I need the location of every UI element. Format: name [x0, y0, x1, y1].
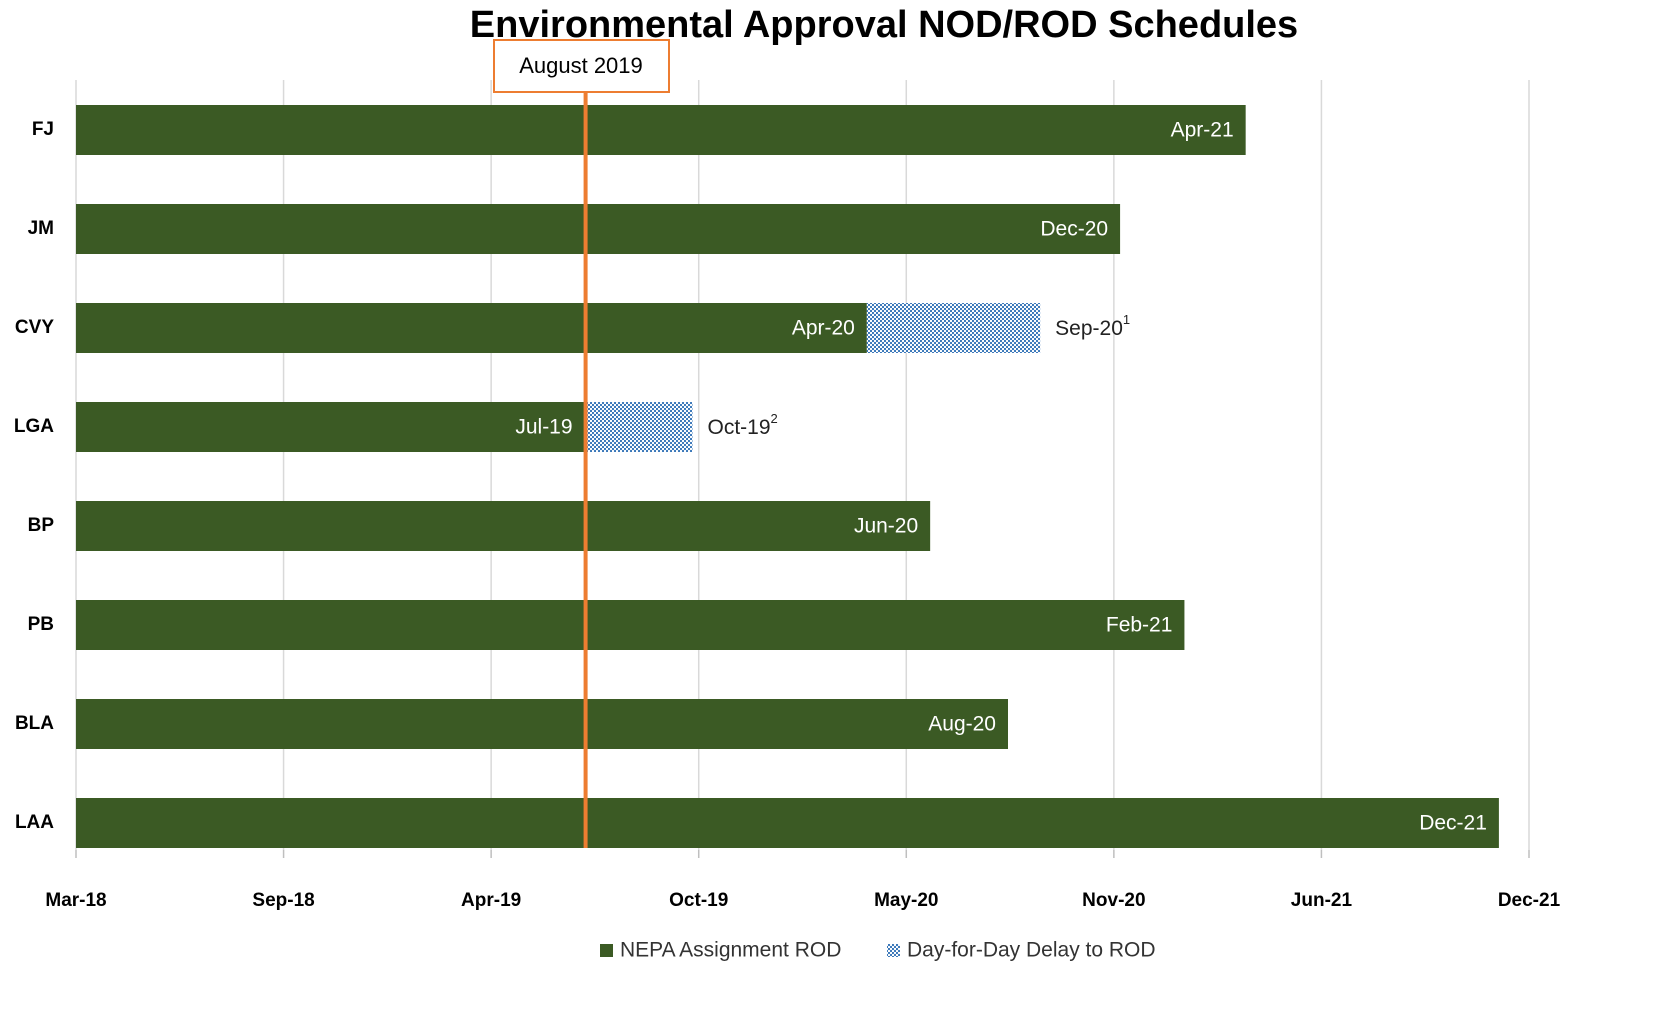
- footnote-mark: 2: [771, 411, 778, 426]
- bar: [76, 303, 867, 353]
- x-tick-label: Mar-18: [45, 890, 106, 911]
- legend-swatch: [887, 944, 900, 957]
- x-tick-label: Jun-21: [1291, 890, 1353, 911]
- y-tick-label: CVY: [15, 317, 54, 338]
- bar-label: Dec-20: [1040, 218, 1108, 241]
- reference-box: [493, 39, 670, 93]
- bar: [76, 600, 1185, 650]
- y-tick-label: PB: [28, 614, 54, 635]
- x-tick-label: May-20: [874, 890, 938, 911]
- bar: [76, 204, 1121, 254]
- bar-label: Apr-20: [792, 317, 855, 340]
- y-tick-label: FJ: [32, 119, 54, 140]
- legend-swatch: [600, 944, 613, 957]
- bar: [76, 798, 1499, 848]
- delay-bar: [866, 303, 1041, 353]
- bar-label: Aug-20: [928, 713, 996, 736]
- y-tick-label: LAA: [15, 812, 54, 833]
- bar: [76, 501, 931, 551]
- reference-label: August 2019: [519, 53, 643, 78]
- bar-label-text: Oct-19: [707, 416, 770, 439]
- footnote-mark: 1: [1123, 312, 1130, 327]
- legend-label: NEPA Assignment ROD: [620, 939, 841, 962]
- y-tick-label: BLA: [15, 713, 54, 734]
- bar: [76, 105, 1246, 155]
- bar-label-text: Sep-20: [1055, 317, 1123, 340]
- bar-label: Oct-192: [707, 411, 777, 438]
- x-tick-label: Apr-19: [461, 890, 521, 911]
- y-tick-label: JM: [28, 218, 54, 239]
- bar-label: Dec-21: [1419, 812, 1487, 835]
- bar: [76, 402, 585, 452]
- bar-label: Jul-19: [515, 416, 572, 439]
- delay-bar: [584, 402, 693, 452]
- x-tick-label: Oct-19: [669, 890, 728, 911]
- bar-label: Apr-21: [1171, 119, 1234, 142]
- y-tick-label: BP: [28, 515, 55, 536]
- x-tick-label: Dec-21: [1498, 890, 1561, 911]
- bar: [76, 699, 1008, 749]
- bar-label: Jun-20: [854, 515, 918, 538]
- bar-label: Feb-21: [1106, 614, 1173, 637]
- x-tick-label: Sep-18: [252, 890, 314, 911]
- bar-label: Sep-201: [1055, 312, 1130, 339]
- legend-label: Day-for-Day Delay to ROD: [907, 939, 1156, 962]
- x-tick-label: Nov-20: [1082, 890, 1145, 911]
- y-tick-label: LGA: [14, 416, 54, 437]
